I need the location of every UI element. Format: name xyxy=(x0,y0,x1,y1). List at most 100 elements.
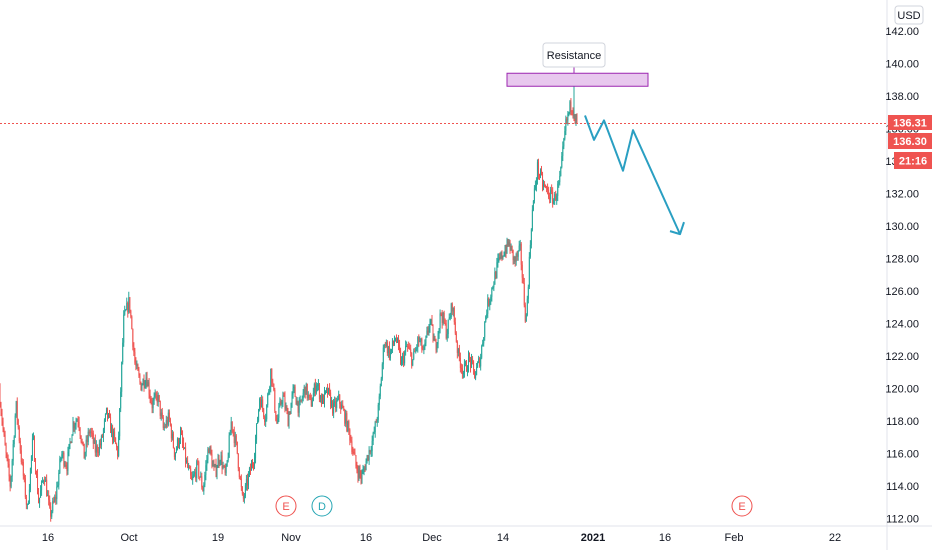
candle-body xyxy=(486,313,488,317)
countdown-text: 21:16 xyxy=(899,156,927,168)
candle-body xyxy=(297,400,299,413)
candle-body xyxy=(196,461,198,479)
candle-body xyxy=(572,110,574,116)
candle-body xyxy=(213,464,215,467)
candle-body xyxy=(545,185,547,187)
candle-body xyxy=(227,457,229,461)
candle-body xyxy=(506,239,508,253)
x-tick-label: 16 xyxy=(360,532,372,544)
candle-body xyxy=(1,413,3,422)
y-tick-label: 114.00 xyxy=(886,481,919,493)
candle-body xyxy=(169,418,171,426)
x-tick-label: Nov xyxy=(281,532,301,544)
candle-body xyxy=(525,314,527,322)
last-price-box xyxy=(888,115,932,130)
candle-body xyxy=(325,390,327,392)
candle-body xyxy=(63,452,65,466)
candle-body xyxy=(252,463,254,466)
candle-body xyxy=(44,480,46,482)
candle-body xyxy=(316,385,318,387)
projection-path[interactable] xyxy=(584,115,685,236)
candle-body xyxy=(372,432,374,441)
candle-body xyxy=(304,386,306,395)
candle-body xyxy=(236,441,238,454)
resistance-label[interactable]: Resistance xyxy=(542,42,606,68)
event-marker-e[interactable]: E xyxy=(731,495,753,517)
candle-body xyxy=(378,396,380,405)
time-axis[interactable]: 16 Oct 19 Nov 16 Dec 14 2021 16 Feb 22 xyxy=(42,532,841,544)
candle-body xyxy=(83,443,85,459)
candle-body xyxy=(217,458,219,468)
candle-body xyxy=(128,297,130,313)
candle-body xyxy=(24,478,26,498)
candle-body xyxy=(67,451,69,471)
candle-body xyxy=(299,399,301,403)
candle-body xyxy=(178,441,180,446)
candle-body xyxy=(388,346,390,359)
candle-body xyxy=(475,375,477,379)
event-marker-e[interactable]: E xyxy=(275,495,297,517)
projection-line[interactable] xyxy=(584,115,681,235)
candle-body xyxy=(160,412,162,416)
candle-body xyxy=(469,355,471,358)
candle-body xyxy=(306,383,308,399)
candle-body xyxy=(489,300,491,306)
candle-body xyxy=(393,341,395,344)
candle-body xyxy=(6,452,8,459)
candle-body xyxy=(142,379,144,386)
candle-body xyxy=(186,460,188,463)
candle-body xyxy=(86,439,88,442)
candle-body xyxy=(364,468,366,471)
candle-body xyxy=(335,401,337,409)
candle-body xyxy=(255,439,257,459)
candle-body xyxy=(421,338,423,350)
candle-body xyxy=(409,347,411,350)
candle-body xyxy=(87,431,89,442)
candle-body xyxy=(124,310,126,315)
candle-body xyxy=(164,426,166,428)
currency-box xyxy=(894,5,924,25)
candle-body xyxy=(377,404,379,420)
candle-body xyxy=(329,387,331,393)
candle-body xyxy=(443,312,445,323)
candle-body xyxy=(428,327,430,333)
currency-label[interactable]: USD xyxy=(894,5,924,25)
candle-body xyxy=(215,464,217,475)
candle-body xyxy=(0,388,1,406)
x-tick-label: Feb xyxy=(725,532,744,544)
candle-body xyxy=(521,264,523,278)
event-marker-text: D xyxy=(318,501,326,513)
candle-body xyxy=(99,443,101,446)
candle-body xyxy=(380,378,382,387)
candle-body xyxy=(452,307,454,312)
candle-body xyxy=(576,114,578,121)
candle-body xyxy=(474,369,476,379)
candle-body xyxy=(541,170,543,175)
candle-body xyxy=(288,413,290,427)
candle-body xyxy=(498,257,500,259)
candle-body xyxy=(98,443,100,453)
prev-price-box xyxy=(888,133,932,149)
candle-body xyxy=(423,346,425,350)
candle-body xyxy=(250,463,252,471)
candle-body xyxy=(426,330,428,337)
candle-body xyxy=(517,250,519,257)
candle-body xyxy=(413,351,415,360)
candle-body xyxy=(159,400,161,416)
candle-body xyxy=(258,409,260,421)
event-marker-d[interactable]: D xyxy=(311,495,333,517)
candle-body xyxy=(394,338,396,342)
resistance-zone[interactable] xyxy=(506,67,649,87)
candle-body xyxy=(323,391,325,404)
candle-body xyxy=(438,328,440,334)
candle-body xyxy=(307,394,309,399)
price-axis[interactable]: 142.00140.00138.00136.00134.00132.00130.… xyxy=(885,26,919,526)
resistance-zone-rect[interactable] xyxy=(506,72,649,87)
candle-body xyxy=(534,185,536,189)
candle-body xyxy=(52,500,54,512)
candle-body xyxy=(499,257,501,258)
candle-body xyxy=(284,396,286,409)
candle-body xyxy=(272,382,274,384)
candle-body xyxy=(2,421,4,429)
